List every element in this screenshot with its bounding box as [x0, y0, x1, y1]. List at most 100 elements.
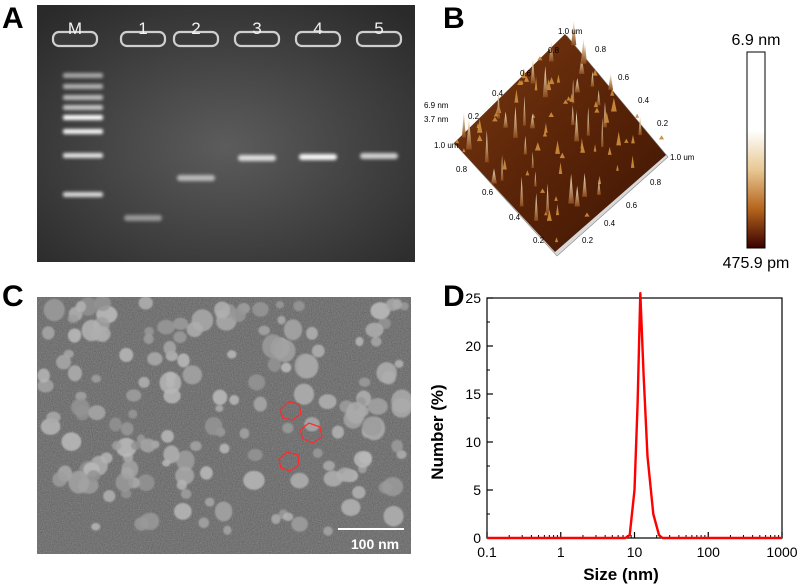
afm-peak: [556, 74, 561, 83]
gel-well: [51, 30, 99, 48]
nanoparticle: [134, 517, 149, 531]
lane-label-m: M: [68, 19, 82, 38]
nanoparticle: [159, 371, 182, 394]
nanoparticle: [200, 466, 213, 480]
nanoparticle: [361, 416, 382, 437]
afm-peak: [462, 148, 466, 153]
nanoparticle: [382, 477, 404, 497]
x-tick-label: 0.1: [477, 544, 497, 560]
nanoparticle: [214, 501, 233, 522]
afm-tick: 0.4: [492, 89, 504, 98]
highlighted-particle: [279, 401, 302, 421]
nanoparticle: [173, 503, 192, 520]
sample-band: [238, 155, 276, 161]
nanoparticle: [161, 429, 174, 443]
ladder-band: [63, 153, 103, 158]
afm-peak: [539, 188, 546, 193]
nanoparticle: [130, 441, 141, 450]
afm-color-scale-bar: [746, 51, 766, 249]
nanoparticle: [91, 522, 101, 531]
afm-peak: [558, 162, 563, 174]
nanoparticle: [120, 422, 134, 436]
y-axis-label: Number (%): [428, 384, 447, 479]
nanoparticle: [352, 485, 366, 499]
nanoparticle: [306, 326, 318, 340]
afm-tick: 0.4: [509, 213, 521, 222]
x-tick-label: 1000: [766, 544, 797, 560]
afm-tick: 0.8: [650, 178, 662, 187]
nanoparticle: [52, 471, 68, 487]
afm-peak: [542, 66, 548, 98]
nanoparticle: [248, 374, 266, 391]
nanoparticle: [252, 302, 269, 317]
nanoparticle: [294, 353, 317, 379]
y-tick-label: 25: [465, 290, 481, 306]
nanoparticle: [126, 389, 142, 402]
afm-peak: [546, 209, 552, 221]
afm-peak: [616, 164, 619, 171]
afm-peak: [548, 41, 554, 62]
afm-peak: [610, 89, 615, 96]
nanoparticle: [177, 353, 190, 368]
afm-tick: 0.2: [533, 236, 545, 245]
nanoparticle: [370, 336, 382, 347]
nanoparticle: [385, 298, 400, 311]
nanoparticle: [137, 474, 155, 492]
y-tick-labels: 0 5 10 15 20 25: [465, 290, 481, 546]
afm-peak: [601, 117, 604, 147]
nanoparticle: [172, 317, 189, 330]
afm-peak: [476, 122, 480, 129]
afm-peak: [586, 106, 590, 136]
nanoparticle: [311, 344, 325, 358]
y-tick-label: 10: [465, 434, 481, 450]
highlighted-particles: [278, 401, 323, 472]
nanoparticle: [253, 396, 267, 412]
afm-peaks: [455, 19, 665, 243]
nanoparticle: [212, 389, 228, 405]
afm-peak: [597, 179, 601, 195]
nanoparticle: [243, 470, 265, 490]
afm-peak: [491, 168, 497, 184]
afm-axis-corner-top: 1.0 um: [558, 27, 583, 36]
nanoparticle: [46, 411, 61, 424]
nanoparticle: [215, 405, 224, 412]
nanoparticle: [247, 449, 263, 461]
afm-peak: [514, 89, 519, 103]
y-tick-label: 15: [465, 386, 481, 402]
afm-tick: 0.4: [604, 219, 616, 228]
nanoparticle: [42, 326, 55, 340]
nanoparticle: [267, 357, 281, 372]
nanoparticle: [37, 379, 54, 393]
nanoparticle: [162, 459, 171, 467]
afm-tick: 0.6: [482, 188, 494, 197]
y-tick-label: 5: [473, 482, 481, 498]
lane-label-3: 3: [252, 19, 261, 38]
nanoparticle: [87, 470, 101, 482]
chart-axes: [486, 297, 783, 539]
afm-peak: [513, 106, 518, 138]
nanoparticle: [163, 341, 177, 356]
afm-peak: [529, 113, 535, 129]
nanoparticle: [290, 472, 309, 489]
ladder-band: [63, 129, 103, 134]
afm-peak: [496, 88, 501, 119]
nanoparticle: [214, 301, 231, 319]
sample-band: [177, 175, 215, 181]
afm-peak: [571, 19, 577, 46]
afm-peak: [563, 99, 569, 104]
nanoparticle: [341, 498, 361, 516]
afm-z-label-mid: 3.7 nm: [424, 115, 449, 124]
afm-peak: [519, 176, 524, 207]
nanoparticle: [383, 505, 404, 527]
y-tick-label: 0: [473, 530, 481, 546]
nanoparticle: [186, 321, 203, 338]
afm-peak: [635, 113, 640, 118]
gel-well: [355, 30, 403, 48]
afm-peak: [607, 146, 612, 155]
nanoparticle: [103, 490, 116, 503]
nanoparticle: [143, 333, 154, 344]
nanoparticle: [94, 297, 111, 312]
afm-peak: [580, 38, 587, 64]
afm-surface: [454, 34, 666, 252]
nanoparticle: [258, 325, 270, 336]
